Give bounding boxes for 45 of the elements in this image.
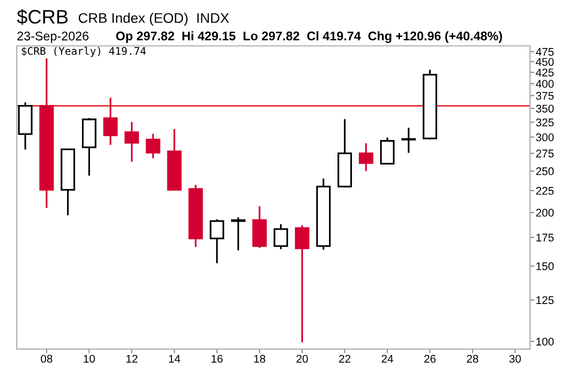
x-tick-label: 20 <box>296 354 308 363</box>
candlestick <box>210 219 224 264</box>
y-tick-label: 425 <box>536 68 554 76</box>
y-tick-label: 150 <box>536 262 554 270</box>
x-tick-label: 26 <box>424 354 436 363</box>
text: 23-Sep-2026 <box>17 32 88 43</box>
chart-subtitle: CRB Index (EOD) INDX <box>78 12 230 26</box>
candlestick <box>124 122 139 162</box>
x-tick-label: 30 <box>509 354 521 363</box>
x-tick-label: 14 <box>169 354 180 363</box>
candlestick <box>252 206 267 248</box>
y-tick-label: 450 <box>536 58 554 66</box>
candlestick <box>60 148 76 216</box>
chart-title: $CRB <box>16 9 68 25</box>
y-tick-label: 325 <box>536 118 554 126</box>
y-tick-label: 475 <box>536 48 554 56</box>
x-tick-label: 16 <box>212 354 223 363</box>
x-tick-label: 18 <box>254 354 266 363</box>
y-tick-label: 350 <box>536 104 554 113</box>
y-tick-label: 375 <box>536 92 554 100</box>
y-tick-label: 125 <box>536 296 554 304</box>
y-tick-label: 200 <box>536 208 554 217</box>
candlestick <box>146 134 160 158</box>
y-tick-label: 225 <box>536 186 554 195</box>
y-tick-label: 300 <box>536 133 554 142</box>
x-tick-label: 22 <box>339 354 350 363</box>
candlestick <box>231 217 246 250</box>
y-tick-label: 175 <box>536 234 554 242</box>
candlestick <box>316 178 331 250</box>
y-tick-label: 400 <box>536 80 554 88</box>
candlestick <box>358 143 374 172</box>
x-tick-label: 12 <box>126 354 138 363</box>
text: Op 297.82 Hi 429.15 Lo 297.82 Cl 419.74 Chg +120.96 (+40.48%) <box>116 31 502 43</box>
y-tick-label: 275 <box>536 150 554 158</box>
x-tick-label: 10 <box>84 354 95 363</box>
x-tick-label: 28 <box>466 354 478 363</box>
annotation: $CRB (Yearly) 419.74 <box>22 46 146 57</box>
candlestick <box>294 225 310 342</box>
x-tick-label: 24 <box>382 354 394 363</box>
y-tick-label: 100 <box>536 338 554 346</box>
y-tick-label: 250 <box>536 167 554 176</box>
candlestick <box>39 58 54 208</box>
x-tick-label: 08 <box>40 354 52 363</box>
candlestick <box>103 98 118 145</box>
candlestick <box>401 128 416 153</box>
